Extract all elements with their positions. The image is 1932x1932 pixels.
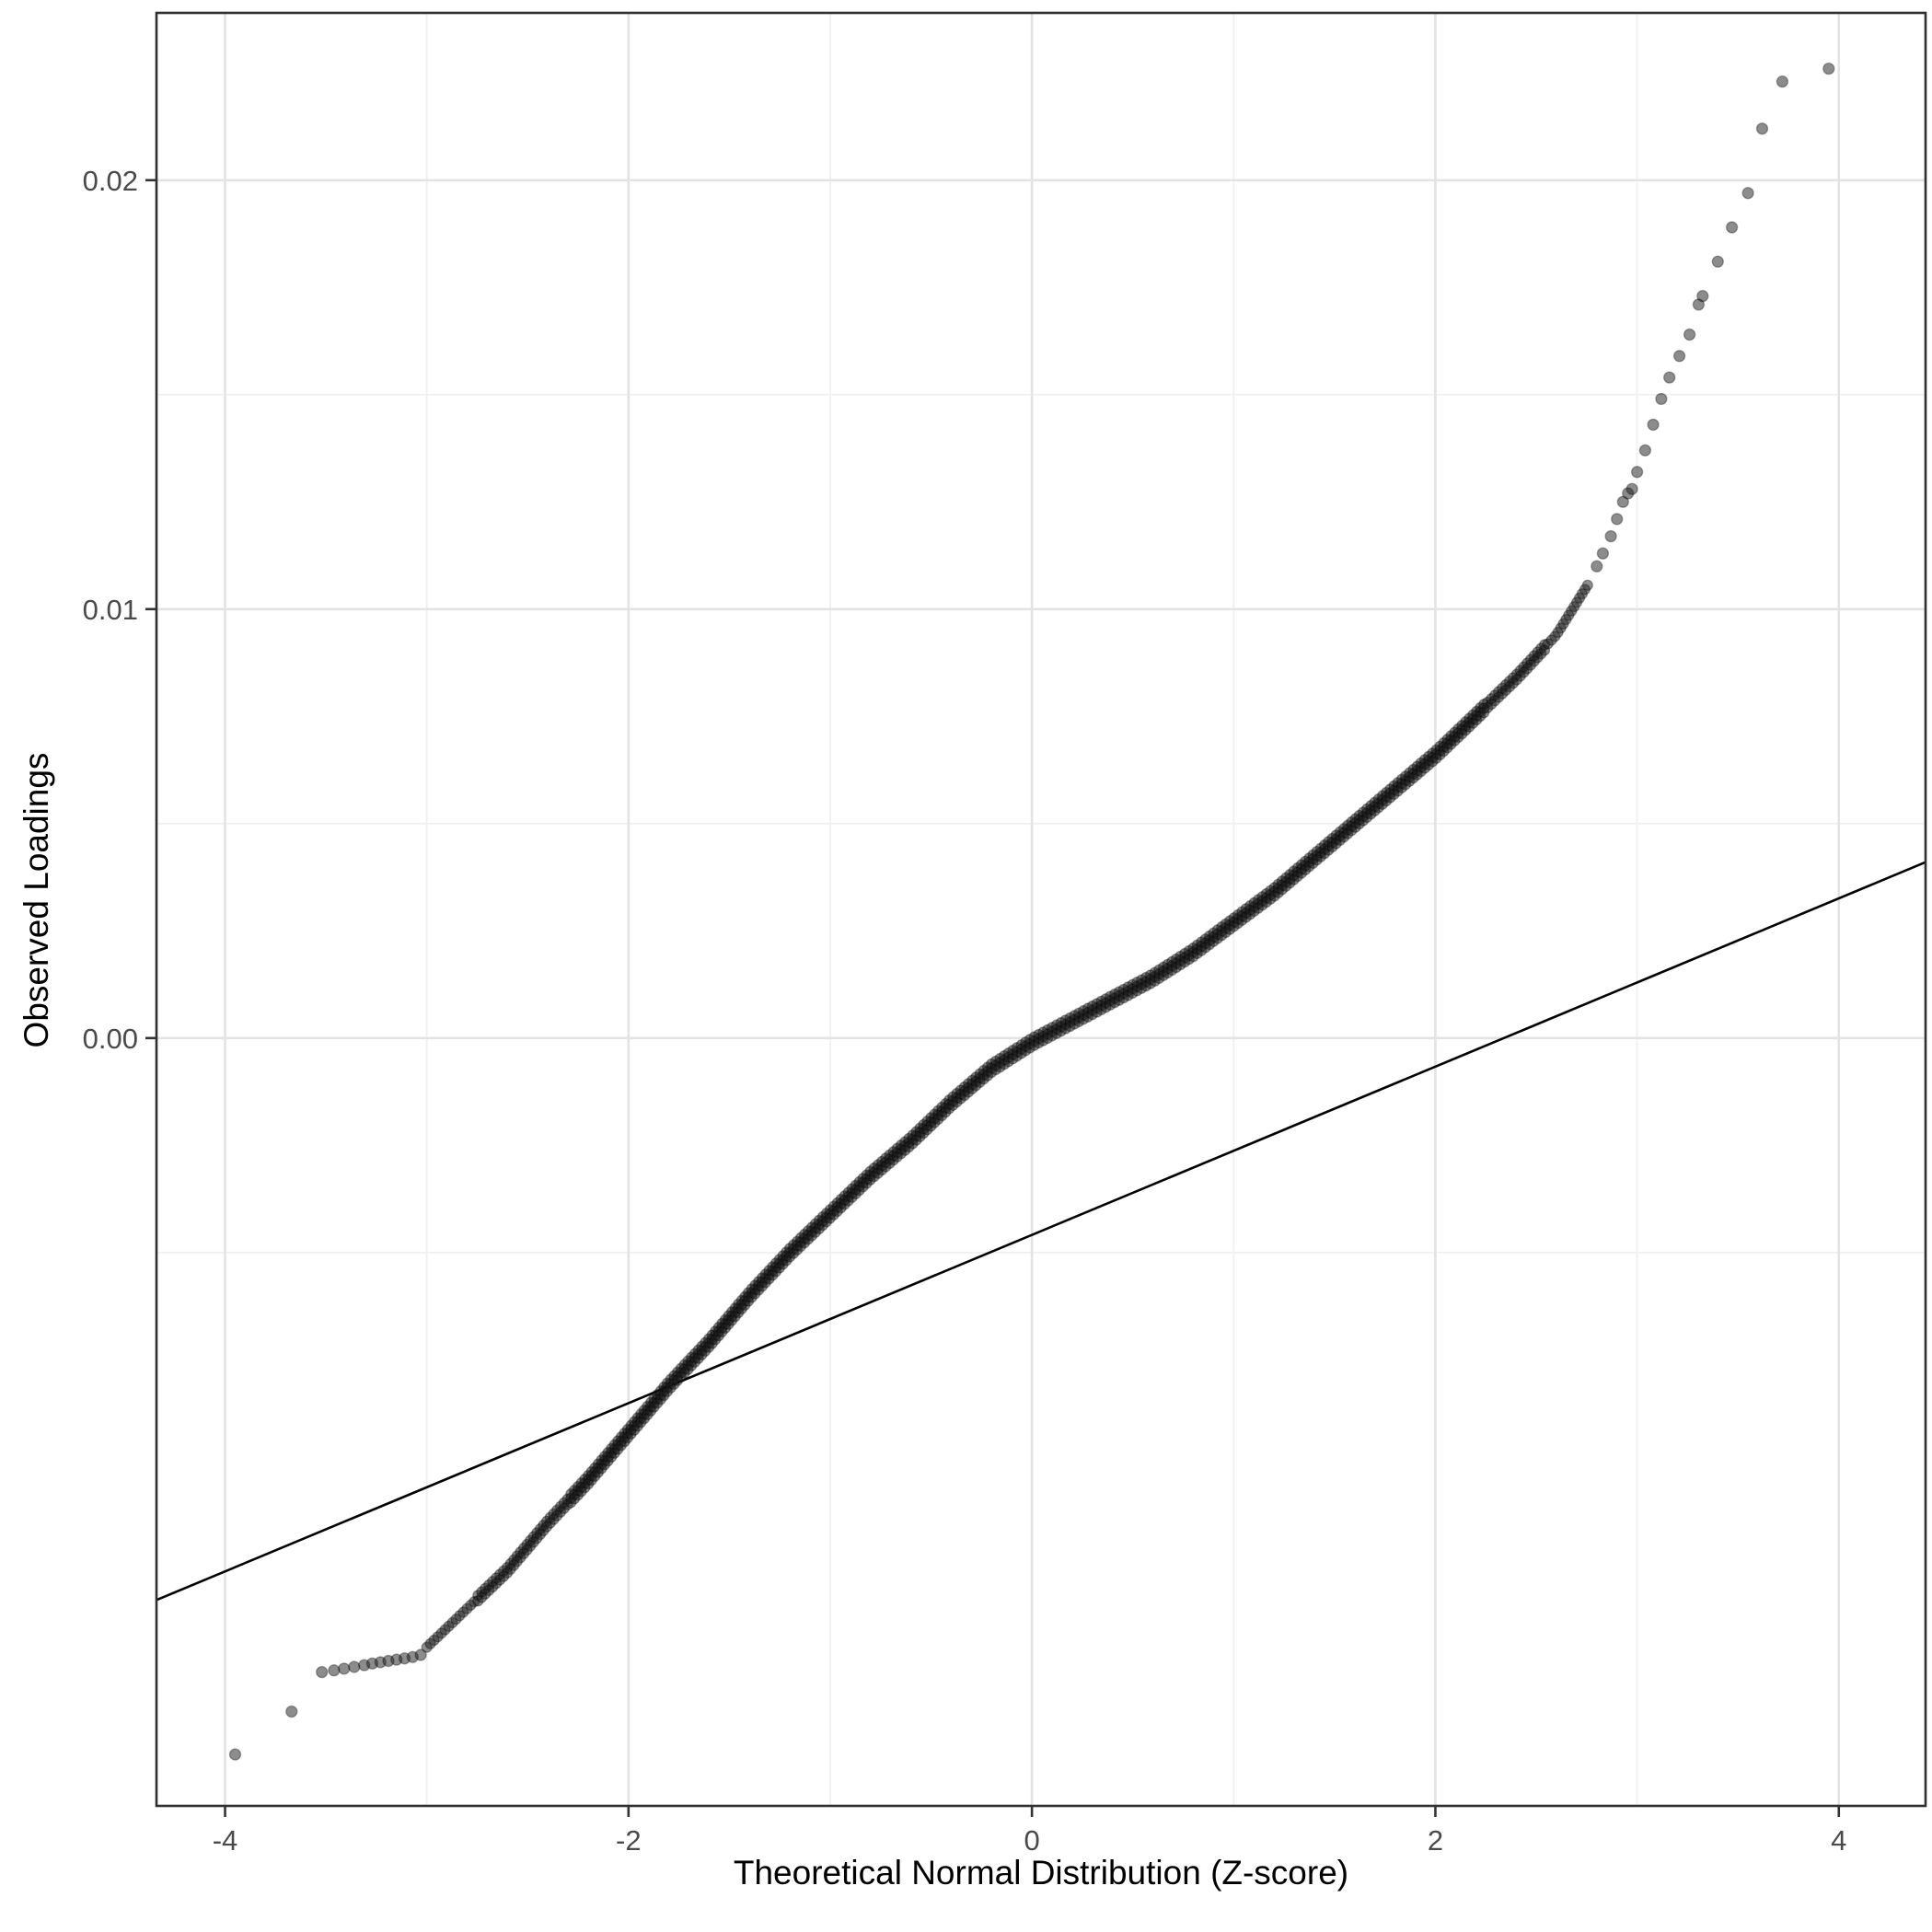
data-point	[1822, 62, 1835, 75]
y-tick-label: 0.02	[83, 165, 138, 197]
qq-reference-line	[156, 861, 1926, 1602]
data-point	[1647, 418, 1660, 432]
data-point	[1581, 579, 1594, 591]
data-point	[1776, 75, 1789, 88]
x-axis-title: Theoretical Normal Distribution (Z-score…	[733, 1854, 1349, 1892]
data-point	[228, 1748, 242, 1761]
data-point	[1741, 186, 1754, 200]
x-tick-label: -2	[616, 1824, 642, 1857]
data-point	[348, 1660, 361, 1673]
data-point	[1672, 350, 1686, 363]
data-point	[1683, 328, 1696, 341]
data-point	[414, 1649, 427, 1661]
axes-layer: -4 -2 0 2 4 0.00 0.01 0.02	[83, 165, 1847, 1857]
y-tick-label: 0.01	[83, 594, 138, 626]
qq-points-layer	[228, 62, 1835, 1761]
data-point	[338, 1662, 351, 1675]
data-point	[1610, 513, 1624, 526]
data-point	[285, 1705, 298, 1718]
data-point	[1662, 371, 1676, 384]
data-point	[1591, 560, 1603, 573]
y-tick-label: 0.00	[83, 1023, 138, 1055]
x-tick-label: 4	[1831, 1824, 1846, 1857]
x-tick-label: 2	[1428, 1824, 1443, 1857]
data-point	[1616, 495, 1630, 508]
data-point	[1596, 547, 1610, 560]
x-tick-label: -4	[213, 1824, 238, 1857]
data-point	[1625, 482, 1638, 495]
data-point	[1725, 221, 1739, 234]
data-point	[1755, 122, 1769, 135]
data-point	[1711, 255, 1725, 268]
minor-gridlines-layer	[156, 13, 1926, 1806]
y-axis-title: Observed Loadings	[17, 752, 55, 1048]
data-point	[328, 1663, 341, 1677]
data-point	[1655, 392, 1668, 406]
panel-border	[155, 11, 1927, 1808]
plot-panel	[156, 13, 1926, 1806]
data-point	[1696, 289, 1709, 303]
data-point	[1638, 444, 1652, 457]
data-point	[1630, 466, 1644, 479]
x-tick-label: 0	[1024, 1824, 1040, 1857]
data-point	[1604, 529, 1617, 543]
data-point	[316, 1665, 329, 1679]
